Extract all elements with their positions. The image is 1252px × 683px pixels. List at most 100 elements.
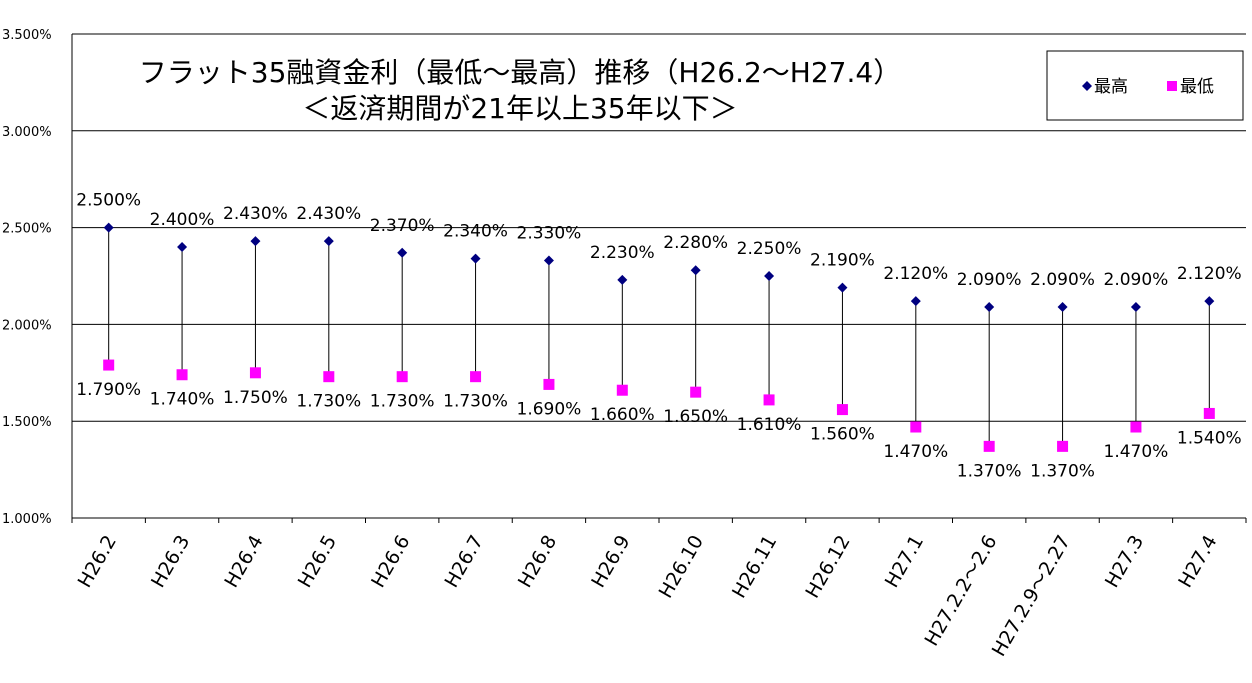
min-rate-label: 1.650%	[663, 407, 728, 427]
min-rate-label: 1.660%	[590, 405, 655, 425]
x-tick-label: H26.10	[655, 532, 708, 602]
max-rate-label: 2.120%	[1177, 264, 1242, 284]
max-rate-label: 2.430%	[223, 204, 288, 224]
max-rate-label: 2.230%	[590, 243, 655, 263]
max-rate-label: 2.400%	[150, 210, 215, 230]
min-rate-label: 1.690%	[517, 399, 582, 419]
max-rate-label: 2.250%	[737, 239, 802, 259]
x-tick-label: H26.6	[367, 532, 414, 592]
data-marks	[103, 222, 1215, 452]
max-rate-marker	[177, 241, 188, 252]
max-rate-label: 2.120%	[883, 264, 948, 284]
max-rate-marker	[103, 222, 114, 233]
min-rate-label: 1.730%	[370, 392, 435, 412]
max-rate-marker	[1204, 296, 1215, 307]
min-rate-label: 1.790%	[76, 380, 141, 400]
max-rate-marker	[397, 247, 408, 258]
min-rate-marker	[176, 369, 188, 381]
x-tick-label: H26.12	[801, 532, 854, 602]
max-rate-marker	[250, 236, 261, 247]
chart-title: フラット35融資金利（最低～最高）推移（H26.2～H27.4） ＜返済期間が2…	[139, 56, 901, 125]
min-rate-marker	[249, 367, 261, 379]
min-rate-label: 1.470%	[883, 442, 948, 462]
max-rate-marker	[690, 265, 701, 276]
x-tick-label: H26.2	[74, 532, 121, 592]
max-rate-label: 2.430%	[296, 204, 361, 224]
x-tick-label: H27.4	[1174, 532, 1221, 592]
max-rate-label: 2.090%	[1030, 270, 1095, 290]
y-tick-label: 3.500%	[2, 28, 52, 43]
max-rate-marker	[837, 282, 848, 293]
min-rate-label: 1.370%	[1030, 461, 1095, 481]
min-rate-label: 1.730%	[296, 392, 361, 412]
max-rate-label: 2.090%	[957, 270, 1022, 290]
x-tick-label: H26.5	[294, 532, 341, 592]
y-tick-label: 3.000%	[2, 125, 52, 140]
min-rate-marker	[470, 371, 482, 383]
axes	[71, 34, 1247, 523]
max-rate-label: 2.280%	[663, 233, 728, 253]
x-tick-label: H26.9	[587, 532, 634, 592]
min-rate-label: 1.370%	[957, 461, 1022, 481]
max-rate-label: 2.500%	[76, 191, 141, 211]
max-rate-marker	[323, 236, 334, 247]
max-rate-label: 2.330%	[517, 224, 582, 244]
x-tick-label: H27.2.9～2.27	[988, 532, 1075, 661]
max-rate-marker	[470, 253, 481, 264]
x-tick-label: H27.3	[1101, 532, 1148, 592]
min-rate-marker	[1057, 440, 1069, 452]
y-tick-label: 2.000%	[2, 318, 52, 333]
max-rate-marker	[764, 271, 775, 281]
min-rate-label: 1.470%	[1104, 442, 1169, 462]
legend-square-marker	[1167, 81, 1177, 91]
min-rate-label: 1.540%	[1177, 428, 1242, 448]
min-rate-marker	[616, 384, 628, 396]
legend-label-max: 最高	[1094, 77, 1128, 97]
max-rate-marker	[617, 274, 628, 285]
legend-box	[1046, 50, 1244, 121]
min-rate-label: 1.560%	[810, 425, 875, 445]
min-rate-marker	[983, 440, 995, 452]
min-rate-label: 1.730%	[443, 392, 508, 412]
min-rate-marker	[323, 371, 335, 383]
min-rate-label: 1.750%	[223, 388, 288, 408]
chart-title-line1: フラット35融資金利（最低～最高）推移（H26.2～H27.4）	[139, 56, 901, 89]
x-tick-label: H26.11	[728, 532, 781, 602]
min-rate-marker	[836, 404, 848, 416]
chart-title-line2: ＜返済期間が21年以上35年以下＞	[302, 92, 737, 125]
max-rate-marker	[1057, 301, 1068, 312]
max-rate-marker	[1130, 301, 1141, 312]
min-rate-label: 1.610%	[737, 415, 802, 435]
max-rate-label: 2.190%	[810, 251, 875, 271]
max-rate-label: 2.090%	[1104, 270, 1169, 290]
max-rate-marker	[984, 301, 995, 312]
x-tick-label: H26.7	[441, 532, 488, 592]
legend-label-min: 最低	[1180, 77, 1214, 97]
x-tick-label: H26.8	[514, 532, 561, 592]
min-rate-marker	[1130, 421, 1142, 433]
min-rate-marker	[690, 386, 702, 398]
min-rate-marker	[763, 394, 775, 406]
min-rate-label: 1.740%	[150, 390, 215, 410]
legend-diamond-marker	[1082, 81, 1092, 91]
min-rate-marker	[103, 359, 115, 371]
y-tick-label: 1.000%	[2, 512, 52, 527]
min-rate-marker	[910, 421, 922, 433]
y-tick-label: 1.500%	[2, 415, 52, 430]
min-rate-marker	[1203, 407, 1215, 419]
legend: 最高 最低	[1046, 50, 1244, 121]
y-tick-label: 2.500%	[2, 222, 52, 237]
x-tick-label: H26.4	[220, 532, 267, 592]
max-rate-label: 2.340%	[443, 222, 508, 242]
x-tick-label: H26.3	[147, 532, 194, 592]
min-rate-marker	[396, 371, 408, 383]
min-rate-marker	[543, 378, 555, 390]
range-lines	[108, 227, 1210, 447]
max-rate-marker	[910, 296, 921, 307]
max-rate-label: 2.370%	[370, 216, 435, 236]
x-tick-label: H27.1	[881, 532, 928, 592]
x-tick-label: H27.2.2～2.6	[920, 532, 1001, 650]
max-rate-marker	[543, 255, 554, 266]
data-labels: 2.500% 2.400% 2.430% 2.430% 2.370% 2.340% 2.33…	[76, 191, 1241, 482]
